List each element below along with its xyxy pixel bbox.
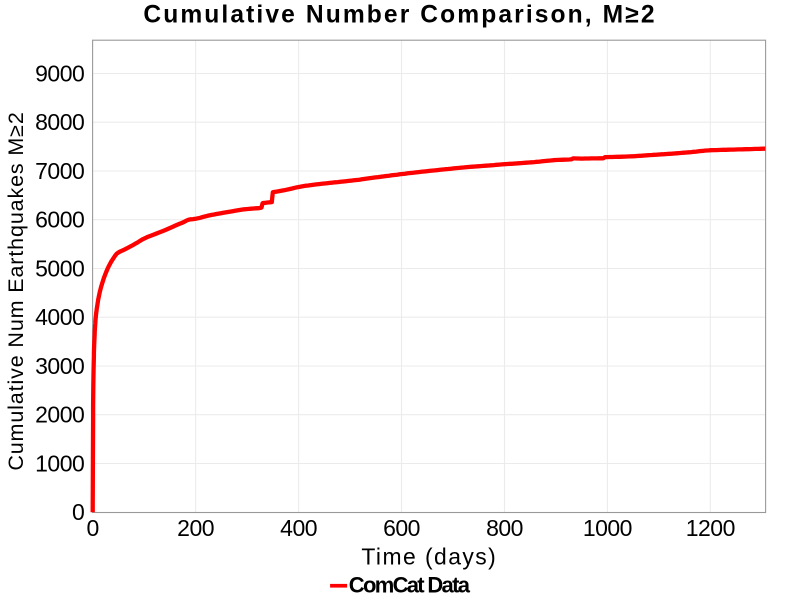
svg-text:Cumulative Number Comparison,: Cumulative Number Comparison, M≥2	[143, 2, 656, 29]
svg-text:1200: 1200	[686, 515, 735, 541]
svg-text:9000: 9000	[35, 61, 84, 87]
svg-text:0: 0	[87, 515, 99, 541]
svg-text:8000: 8000	[35, 109, 84, 135]
svg-text:Time (days): Time (days)	[361, 543, 497, 569]
svg-text:3000: 3000	[35, 353, 84, 379]
svg-text:1000: 1000	[35, 451, 84, 477]
svg-text:Cumulative Num Earthquakes M≥2: Cumulative Num Earthquakes M≥2	[4, 111, 28, 470]
svg-text:2000: 2000	[35, 402, 84, 428]
svg-text:1000: 1000	[583, 515, 632, 541]
svg-text:600: 600	[383, 515, 420, 541]
svg-text:4000: 4000	[35, 304, 84, 330]
svg-text:0: 0	[72, 499, 84, 525]
svg-text:ComCat Data: ComCat Data	[349, 573, 471, 598]
svg-text:7000: 7000	[35, 158, 84, 184]
svg-text:200: 200	[177, 515, 214, 541]
svg-text:400: 400	[280, 515, 317, 541]
svg-text:800: 800	[486, 515, 523, 541]
svg-text:6000: 6000	[35, 207, 84, 233]
svg-text:5000: 5000	[35, 256, 84, 282]
